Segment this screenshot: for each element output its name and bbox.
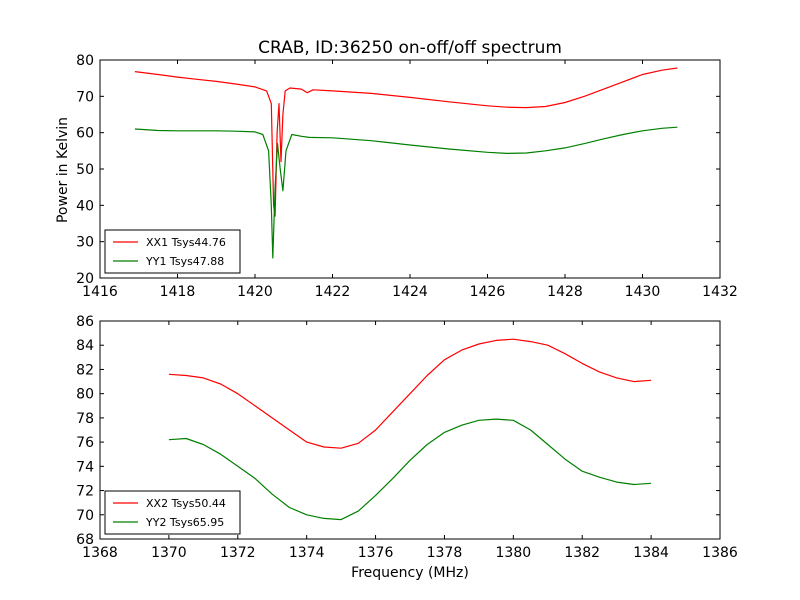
y-tick-label: 40 [76, 198, 94, 214]
x-tick-label: 1418 [160, 284, 196, 300]
x-tick-label: 1378 [427, 545, 463, 561]
x-tick-label: 1368 [82, 545, 118, 561]
y-tick-label: 72 [76, 484, 94, 500]
y-tick-label: 70 [76, 89, 94, 105]
legend-box [104, 490, 241, 535]
legend: XX2 Tsys50.44 YY2 Tsys65.95 [104, 490, 241, 535]
x-tick-label: 1386 [702, 545, 738, 561]
y-tick-label: 82 [76, 362, 94, 378]
y-tick-label: 50 [76, 162, 94, 178]
y-tick-label: 80 [76, 53, 94, 69]
x-tick-label: 1428 [547, 284, 583, 300]
y-tick-label: 84 [76, 338, 94, 354]
x-tick-label: 1374 [289, 545, 325, 561]
series-line-1-0 [168, 338, 652, 449]
series-line-0-1 [134, 126, 678, 259]
x-tick-label: 1376 [358, 545, 394, 561]
legend-label: XX1 Tsys44.76 [146, 236, 226, 249]
y-tick-label: 78 [76, 411, 94, 427]
y-tick-label: 60 [76, 126, 94, 142]
chart-title: CRAB, ID:36250 on-off/off spectrum [258, 38, 562, 58]
y-tick-label: 68 [76, 532, 94, 548]
y-tick-label: 86 [76, 314, 94, 330]
x-axis-label: Frequency (MHz) [351, 565, 469, 581]
series-line-0-0 [134, 67, 678, 217]
x-tick-label: 1426 [470, 284, 506, 300]
x-tick-label: 1416 [82, 284, 118, 300]
legend-label: YY2 Tsys65.95 [145, 516, 224, 529]
x-tick-label: 1372 [220, 545, 256, 561]
x-tick-label: 1382 [564, 545, 600, 561]
y-tick-label: 76 [76, 435, 94, 451]
y-axis-label: Power in Kelvin [55, 117, 71, 223]
legend-label: XX2 Tsys50.44 [146, 497, 226, 510]
x-tick-label: 1370 [151, 545, 187, 561]
x-tick-label: 1432 [702, 284, 738, 300]
bottom-plot-panel: 1368 1370 1372 1374 1376 1378 1380 1382 1384 1386… [76, 314, 738, 561]
y-tick-label: 74 [76, 459, 94, 475]
legend: XX1 Tsys44.76 YY1 Tsys47.88 [104, 229, 241, 274]
legend-label: YY1 Tsys47.88 [145, 255, 224, 268]
axes-frame [99, 320, 721, 540]
series-line-1-1 [168, 418, 652, 521]
x-tick-label: 1424 [392, 284, 428, 300]
x-tick-label: 1422 [315, 284, 351, 300]
x-tick-label: 1430 [625, 284, 661, 300]
y-tick-label: 30 [76, 235, 94, 251]
top-plot-panel: 1416 1418 1420 1422 1424 1426 1428 1430 1432 20 30… [76, 53, 738, 300]
y-tick-label: 20 [76, 271, 94, 287]
legend-box [104, 229, 241, 274]
x-tick-label: 1420 [237, 284, 273, 300]
y-tick-label: 80 [76, 387, 94, 403]
y-tick-label: 70 [76, 508, 94, 524]
x-tick-label: 1380 [496, 545, 532, 561]
x-tick-label: 1384 [633, 545, 669, 561]
